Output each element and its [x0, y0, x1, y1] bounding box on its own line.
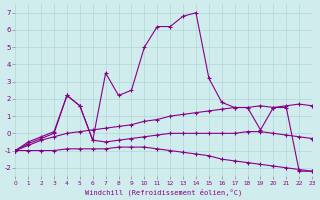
X-axis label: Windchill (Refroidissement éolien,°C): Windchill (Refroidissement éolien,°C): [85, 188, 242, 196]
